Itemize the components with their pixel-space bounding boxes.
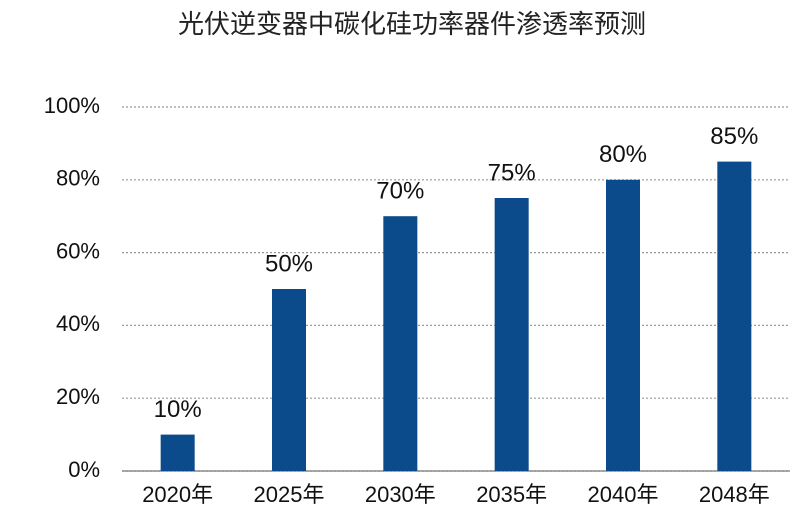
bar bbox=[383, 216, 418, 471]
bar bbox=[160, 434, 195, 471]
y-tick-label: 20% bbox=[56, 384, 100, 409]
chart-title: 光伏逆变器中碳化硅功率器件渗透率预测 bbox=[178, 9, 646, 39]
x-tick-label: 2035年 bbox=[476, 482, 547, 507]
value-label: 75% bbox=[488, 159, 536, 186]
x-tick-label: 2040年 bbox=[588, 482, 659, 507]
x-tick-label: 2025年 bbox=[254, 482, 325, 507]
bar bbox=[606, 179, 640, 472]
bar bbox=[717, 161, 752, 471]
value-label: 10% bbox=[154, 396, 202, 423]
value-label: 70% bbox=[376, 178, 424, 205]
y-tick-label: 100% bbox=[44, 93, 100, 118]
x-tick-label: 2020年 bbox=[142, 482, 213, 507]
value-label: 80% bbox=[599, 141, 647, 168]
value-label: 50% bbox=[265, 250, 313, 277]
bar bbox=[272, 289, 306, 471]
value-label: 85% bbox=[710, 123, 758, 150]
bar bbox=[494, 198, 529, 471]
y-tick-label: 60% bbox=[56, 238, 100, 263]
y-tick-label: 0% bbox=[68, 457, 100, 482]
x-tick-label: 2048年 bbox=[699, 482, 770, 507]
y-tick-label: 40% bbox=[56, 311, 100, 336]
y-tick-label: 80% bbox=[56, 166, 100, 191]
x-tick-label: 2030年 bbox=[365, 482, 436, 507]
